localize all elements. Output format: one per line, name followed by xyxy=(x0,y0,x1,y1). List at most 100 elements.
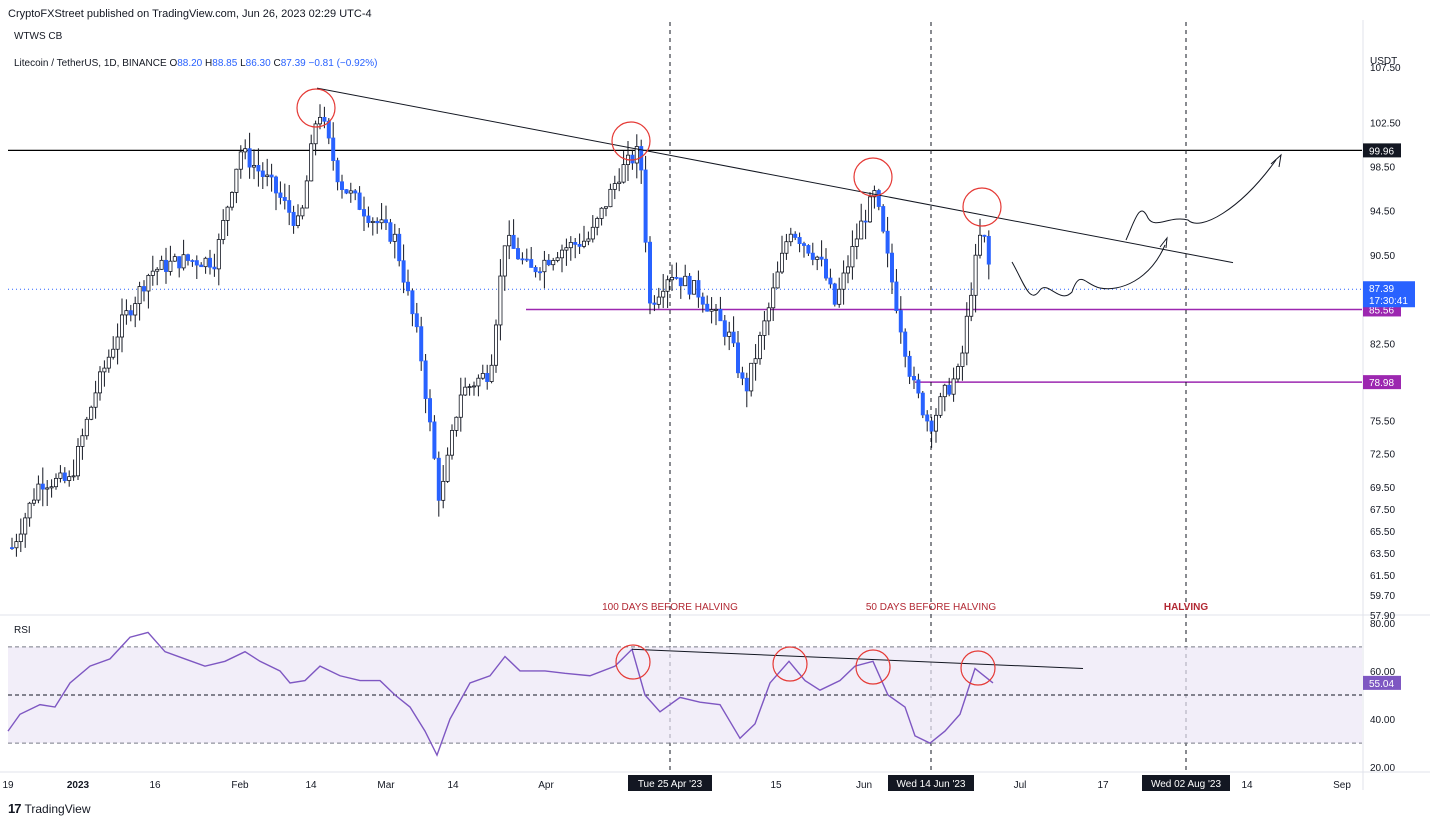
low-label: L xyxy=(240,58,246,69)
candle-up xyxy=(379,219,384,224)
candle-up xyxy=(317,116,322,125)
candle-up xyxy=(564,247,569,251)
candle-down xyxy=(405,281,410,292)
tradingview-logo[interactable]: 17 TradingView xyxy=(8,801,91,816)
candle-up xyxy=(243,148,248,153)
time-tick-label: 14 xyxy=(1241,780,1253,791)
candle-up xyxy=(102,367,107,373)
rsi-last-label-bg xyxy=(1363,675,1401,690)
candle-up xyxy=(441,480,446,501)
symbol-legend: Litecoin / TetherUS, 1D, BINANCE O88.20 … xyxy=(14,58,377,69)
candle-up xyxy=(815,256,820,260)
candle-up xyxy=(692,280,697,295)
candle-up xyxy=(14,541,19,549)
candle-down xyxy=(141,286,146,292)
candle-up xyxy=(555,257,560,261)
candle-down xyxy=(643,169,648,243)
candle-up xyxy=(67,476,72,481)
candle-up xyxy=(49,486,54,489)
candle-down xyxy=(687,275,692,295)
marker-date-label: Tue 25 Apr '23 xyxy=(638,779,703,790)
candle-up xyxy=(225,206,230,221)
candle-up xyxy=(445,454,450,482)
candle-up xyxy=(58,472,63,479)
candle-down xyxy=(357,192,362,210)
time-tick-label: 17 xyxy=(1097,780,1109,791)
candle-down xyxy=(630,154,635,164)
candle-up xyxy=(560,249,565,259)
candle-down xyxy=(388,222,393,242)
candle-down xyxy=(793,233,798,238)
candle-down xyxy=(678,277,683,287)
candle-up xyxy=(370,220,375,223)
candle-down xyxy=(9,547,14,550)
candle-up xyxy=(76,446,81,477)
candle-down xyxy=(256,165,261,172)
time-tick-label: Jun xyxy=(856,780,872,791)
projection-path-1 xyxy=(1011,244,1166,297)
time-tick-label: 15 xyxy=(770,780,782,791)
candle-up xyxy=(634,146,639,164)
candle-down xyxy=(427,398,432,423)
candle-up xyxy=(71,475,76,478)
candle-up xyxy=(221,220,226,240)
last-price-label: 87.39 xyxy=(1369,284,1394,295)
candle-up xyxy=(106,356,111,369)
candle-down xyxy=(326,120,331,139)
candle-up xyxy=(542,259,547,273)
rsi-panel xyxy=(7,631,1362,757)
candle-down xyxy=(929,420,934,432)
candle-up xyxy=(714,308,719,311)
candle-up xyxy=(973,254,978,296)
candle-up xyxy=(304,180,309,209)
candle-up xyxy=(172,256,177,262)
open-value: 88.20 xyxy=(177,58,203,69)
low-value: 86.30 xyxy=(245,58,271,69)
time-tick-label: Jul xyxy=(1014,780,1027,791)
candle-up xyxy=(124,310,129,316)
watchlist-ticker: WTWS CB xyxy=(14,31,63,42)
candle-down xyxy=(291,211,296,226)
candle-up xyxy=(969,294,974,317)
candle-up xyxy=(608,188,613,208)
candle-up xyxy=(93,392,98,408)
time-tick-label: Sep xyxy=(1333,780,1351,791)
marker-date-label: Wed 02 Aug '23 xyxy=(1151,779,1222,790)
candle-up xyxy=(476,377,481,387)
rsi-highlight-circle xyxy=(772,646,808,682)
projection-arrow-1 xyxy=(1159,236,1168,249)
level-label-bg xyxy=(1363,143,1401,158)
candle-up xyxy=(392,233,397,242)
time-tick-label: 16 xyxy=(149,780,161,791)
candle-up xyxy=(89,406,94,420)
candle-down xyxy=(573,242,578,245)
candle-down xyxy=(648,241,653,304)
price-tick-label: 57.90 xyxy=(1370,611,1395,622)
price-tick-label: 69.50 xyxy=(1370,483,1395,494)
candle-down xyxy=(366,215,371,223)
candle-down xyxy=(436,457,441,501)
candle-up xyxy=(612,183,617,190)
candle-down xyxy=(881,206,886,232)
candle-up xyxy=(238,151,243,170)
candle-down xyxy=(986,235,991,265)
price-tick-label: 90.50 xyxy=(1370,251,1395,262)
level-label: 99.96 xyxy=(1369,146,1394,157)
candle-down xyxy=(207,257,212,268)
candle-down xyxy=(828,277,833,285)
candle-up xyxy=(480,373,485,379)
price-tick-label: 94.50 xyxy=(1370,207,1395,218)
candle-up xyxy=(229,192,234,208)
highlight-circle xyxy=(296,88,336,128)
candle-up xyxy=(111,348,116,358)
candle-up xyxy=(458,394,463,418)
candle-up xyxy=(507,234,512,247)
candle-up xyxy=(568,242,573,249)
level-label-bg xyxy=(1363,375,1401,390)
candle-down xyxy=(744,377,749,392)
candle-up xyxy=(938,396,943,416)
candle-down xyxy=(331,137,336,162)
tradingview-logo-icon: 17 xyxy=(8,801,22,816)
candle-up xyxy=(656,296,661,305)
